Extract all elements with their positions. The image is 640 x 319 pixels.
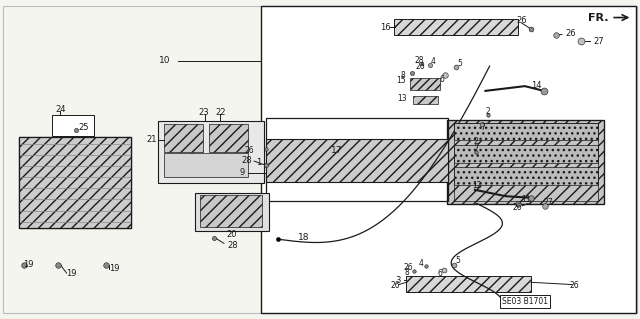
Text: 9: 9 — [239, 168, 244, 177]
Text: 5: 5 — [456, 256, 461, 265]
Text: 8: 8 — [404, 268, 409, 277]
Bar — [195, 193, 269, 231]
Bar — [52, 115, 94, 136]
Text: 26: 26 — [566, 29, 576, 38]
Text: 28: 28 — [415, 56, 424, 65]
Text: 27: 27 — [593, 37, 604, 46]
Text: 14: 14 — [531, 81, 541, 90]
Bar — [447, 120, 604, 204]
Bar — [19, 137, 131, 228]
Bar — [164, 124, 203, 152]
Text: 19: 19 — [67, 269, 77, 278]
Text: 19: 19 — [23, 260, 33, 269]
Text: 10: 10 — [159, 56, 171, 65]
Text: 26: 26 — [570, 281, 580, 290]
Text: 19: 19 — [109, 264, 119, 273]
Text: 20: 20 — [227, 230, 237, 239]
Text: 15: 15 — [396, 76, 406, 85]
Text: 5: 5 — [457, 59, 462, 68]
Text: FR.: FR. — [588, 12, 609, 23]
Text: 26: 26 — [516, 16, 527, 25]
Text: 26: 26 — [512, 204, 522, 212]
Text: 4: 4 — [419, 259, 424, 268]
Text: SE03 B1701: SE03 B1701 — [502, 297, 548, 306]
Text: 3: 3 — [396, 276, 401, 285]
Text: 8: 8 — [401, 71, 406, 80]
Text: 27: 27 — [543, 198, 554, 207]
Text: 11: 11 — [522, 195, 531, 204]
Text: 17: 17 — [331, 146, 342, 155]
Text: 7: 7 — [481, 123, 486, 132]
Bar — [158, 121, 264, 183]
Text: 4: 4 — [430, 57, 435, 66]
Text: 24: 24 — [55, 105, 65, 114]
Bar — [454, 167, 598, 185]
Bar — [447, 120, 604, 204]
Text: 13: 13 — [397, 94, 407, 103]
Text: 21: 21 — [147, 135, 157, 144]
Text: 26: 26 — [390, 281, 400, 290]
Text: 2: 2 — [474, 137, 479, 146]
Text: 22: 22 — [216, 108, 226, 117]
Text: 28: 28 — [227, 241, 237, 250]
Bar — [261, 6, 636, 313]
Bar — [454, 145, 598, 163]
Bar — [266, 139, 448, 182]
Bar — [200, 195, 262, 227]
Text: 26: 26 — [244, 146, 255, 155]
Text: 16: 16 — [380, 23, 390, 32]
Text: 6: 6 — [437, 269, 442, 278]
Text: 23: 23 — [198, 108, 209, 117]
Bar — [454, 123, 598, 140]
Bar — [164, 153, 248, 177]
Text: 12: 12 — [472, 181, 481, 190]
Bar — [454, 123, 598, 201]
Text: 1: 1 — [257, 158, 262, 167]
Bar — [266, 118, 448, 201]
Text: 28: 28 — [241, 156, 252, 165]
Bar — [19, 137, 131, 228]
Bar — [410, 78, 440, 90]
Text: 6: 6 — [439, 75, 444, 84]
Text: 25: 25 — [78, 123, 88, 132]
Text: 26: 26 — [415, 62, 426, 71]
Bar — [406, 276, 531, 292]
Text: 26: 26 — [403, 263, 413, 271]
Bar — [413, 96, 438, 104]
Text: 7: 7 — [474, 145, 479, 154]
Bar — [209, 124, 248, 152]
Text: 2: 2 — [485, 107, 490, 115]
Text: 18: 18 — [298, 233, 310, 242]
Bar — [394, 19, 518, 35]
